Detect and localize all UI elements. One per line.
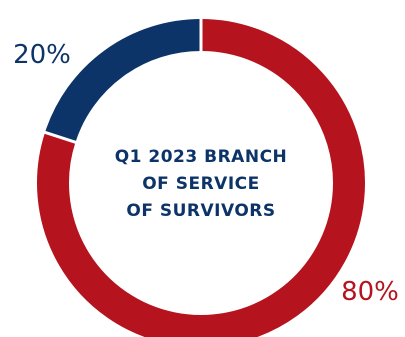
chart-title-line-3: OF SURVIVORS <box>126 201 275 221</box>
donut-slice-1 <box>37 19 365 337</box>
chart-title-line-2: OF SERVICE <box>142 174 260 194</box>
donut-slice-2 <box>45 19 202 143</box>
slice-separator-2 <box>43 130 77 144</box>
donut-slices <box>37 18 365 337</box>
chart-title-line-1: Q1 2023 BRANCH <box>115 147 288 167</box>
slice-labels: 80% 20% <box>13 40 399 307</box>
slice-label-2: 20% <box>13 40 71 70</box>
chart-title: Q1 2023 BRANCH OF SERVICE OF SURVIVORS <box>115 147 288 221</box>
slice-label-1: 80% <box>341 277 399 307</box>
